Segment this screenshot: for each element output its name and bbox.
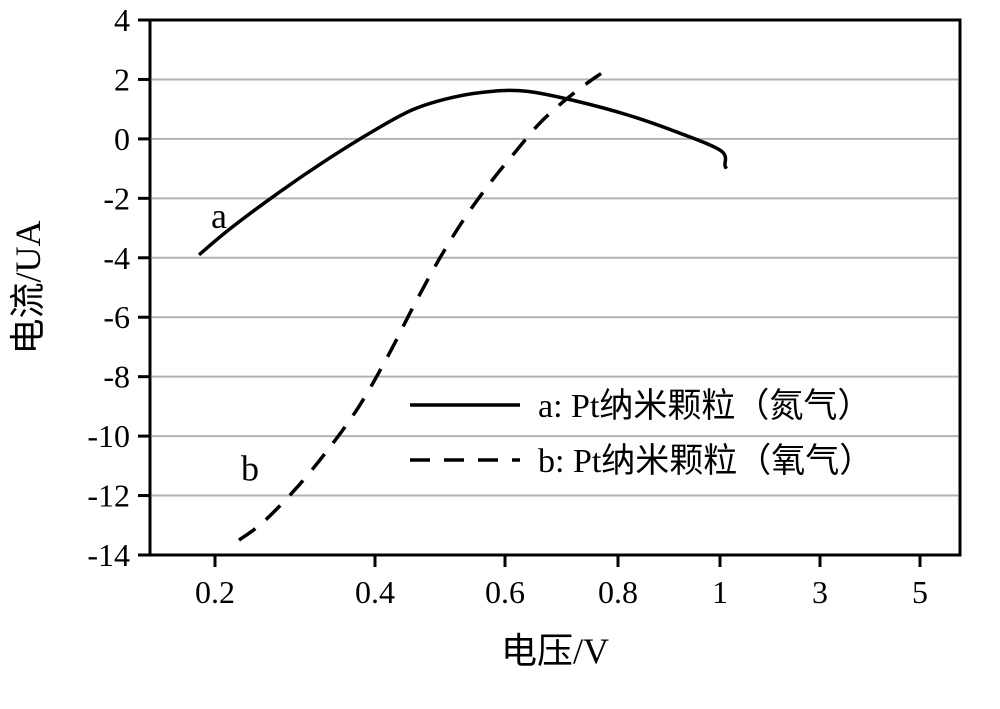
x-tick-label: 0.4: [355, 574, 395, 610]
y-tick-label: -4: [103, 240, 130, 276]
chart-svg: 4 2 0 -2 -4 -6 -8 -10 -12 -14 0.2 0.4 0.6 0.8 1 3 5 电压/V 电…: [0, 0, 1000, 709]
series-tag-a: a: [211, 196, 227, 236]
y-tick-label: -6: [103, 299, 130, 335]
legend-label-b: b: Pt纳米颗粒（氧气）: [538, 442, 873, 480]
y-tick-label: 2: [114, 61, 130, 97]
x-tick-label: 1: [712, 574, 728, 610]
series-a: [199, 90, 727, 254]
y-axis-label: 电流/UA: [8, 220, 48, 354]
x-axis-label: 电压/V: [501, 631, 609, 671]
y-tick-label: 0: [114, 121, 130, 157]
y-tick-label: -8: [103, 359, 130, 395]
y-tick-label: -12: [87, 478, 130, 514]
y-tick-label: 4: [114, 2, 130, 38]
x-tick-label: 5: [912, 574, 928, 610]
legend-label-a: a: Pt纳米颗粒（氮气）: [538, 387, 871, 425]
x-tick-label: 3: [812, 574, 828, 610]
y-tick-label: -10: [87, 418, 130, 454]
x-tick-label: 0.6: [485, 574, 525, 610]
series-tag-b: b: [241, 449, 259, 489]
y-tick-label: -14: [87, 537, 130, 573]
y-tick-label: -2: [103, 180, 130, 216]
x-tick-label: 0.8: [598, 574, 638, 610]
chart-container: 4 2 0 -2 -4 -6 -8 -10 -12 -14 0.2 0.4 0.6 0.8 1 3 5 电压/V 电…: [0, 0, 1000, 709]
x-tick-label: 0.2: [195, 574, 235, 610]
